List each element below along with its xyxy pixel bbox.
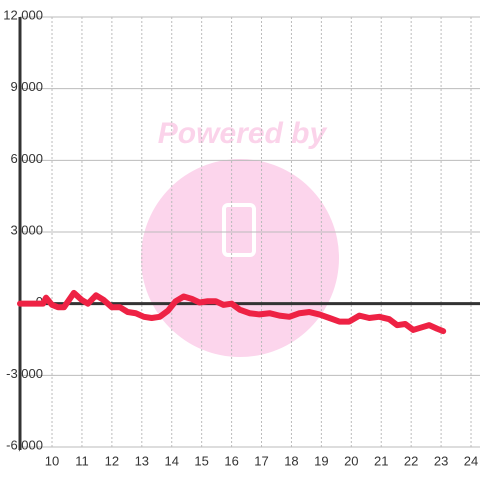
y-tick-label: 12,000 (3, 7, 43, 22)
y-tick-label: 3,000 (10, 222, 43, 237)
x-tick-label: 21 (374, 453, 388, 468)
x-tick-label: 15 (194, 453, 208, 468)
x-tick-label: 24 (464, 453, 478, 468)
x-tick-label: 16 (224, 453, 238, 468)
y-tick-label: 9,000 (10, 79, 43, 94)
watermark-logo (141, 159, 339, 357)
x-tick-label: 20 (344, 453, 358, 468)
x-tick-label: 22 (404, 453, 418, 468)
x-tick-label: 13 (135, 453, 149, 468)
x-tick-label: 12 (105, 453, 119, 468)
y-tick-label: -3,000 (6, 366, 43, 381)
x-tick-label: 17 (254, 453, 268, 468)
watermark-icon (222, 203, 256, 257)
x-tick-label: 14 (165, 453, 179, 468)
x-tick-label: 10 (45, 453, 59, 468)
y-tick-label: -6,000 (6, 437, 43, 452)
y-tick-label: 6,000 (10, 151, 43, 166)
x-tick-label: 19 (314, 453, 328, 468)
x-tick-label: 11 (75, 453, 89, 468)
x-tick-label: 23 (434, 453, 448, 468)
watermark-text: Powered by (158, 117, 328, 150)
x-tick-label: 18 (284, 453, 298, 468)
data-line (17, 289, 447, 335)
